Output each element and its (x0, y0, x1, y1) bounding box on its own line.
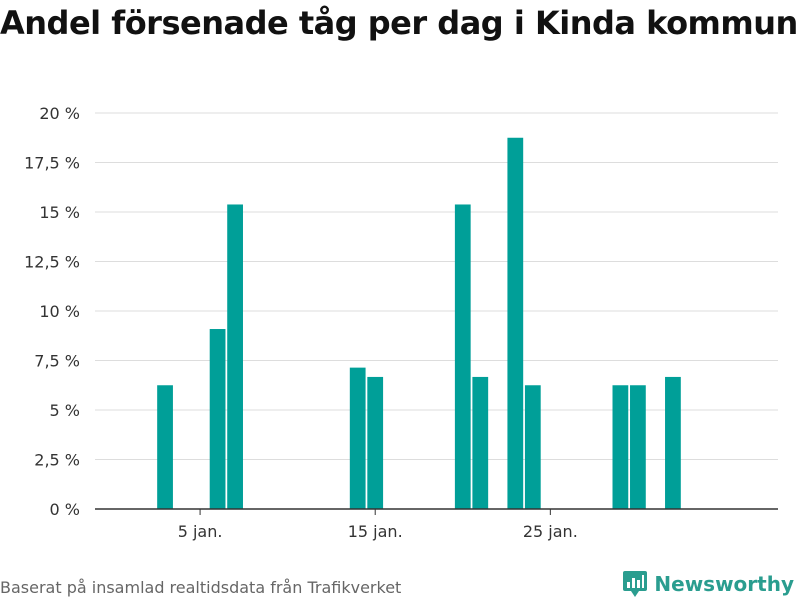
y-tick-label: 7,5 % (34, 352, 80, 371)
y-tick-label: 20 % (39, 104, 80, 123)
x-tick-label: 25 jan. (523, 522, 578, 541)
y-tick-label: 5 % (50, 401, 80, 420)
bar (209, 329, 226, 509)
bar (665, 376, 681, 509)
x-tick-label: 5 jan. (178, 522, 223, 541)
y-tick-label: 15 % (39, 203, 80, 222)
bar (349, 367, 366, 509)
bar (507, 137, 524, 509)
newsworthy-logo-icon (623, 571, 648, 597)
bar (612, 385, 629, 509)
brand-name: Newsworthy (654, 572, 794, 596)
y-tick-label: 12,5 % (24, 253, 80, 272)
y-tick-label: 2,5 % (34, 451, 80, 470)
bar (227, 204, 243, 509)
bar (367, 376, 384, 509)
bar (630, 385, 646, 509)
brand-logo: Newsworthy (622, 570, 794, 598)
y-tick-label: 0 % (50, 500, 80, 519)
bar (524, 385, 541, 509)
bar (454, 204, 471, 509)
y-tick-label: 17,5 % (24, 154, 80, 173)
bar (157, 385, 173, 509)
y-tick-label: 10 % (39, 302, 80, 321)
source-note: Baserat på insamlad realtidsdata från Tr… (0, 578, 402, 597)
bar (472, 376, 489, 509)
chart-title: Andel försenade tåg per dag i Kinda komm… (0, 4, 798, 42)
x-tick-label: 15 jan. (348, 522, 403, 541)
